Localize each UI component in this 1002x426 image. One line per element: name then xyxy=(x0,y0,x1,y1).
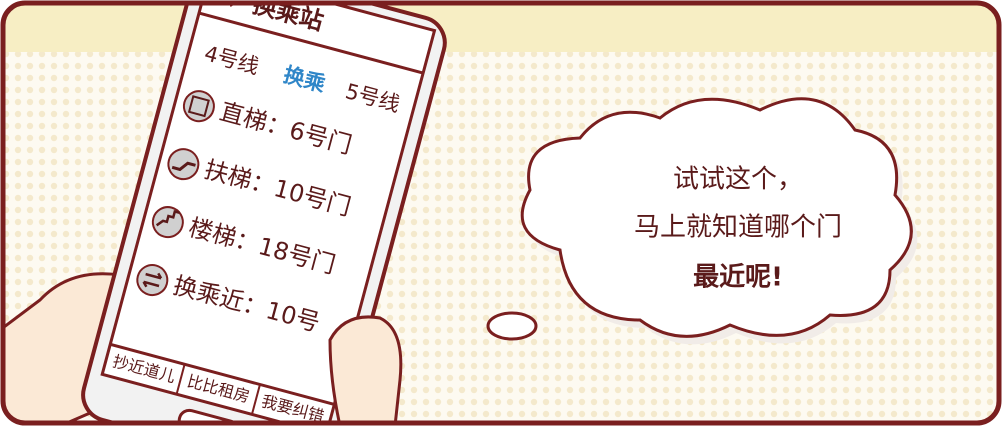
thought-bubble xyxy=(486,97,918,345)
top-band xyxy=(3,3,999,52)
bubble-text: 最近呢! xyxy=(693,263,783,293)
bubble-text: 试试这个， xyxy=(673,165,803,195)
bubble-text: 马上就知道哪个门 xyxy=(634,213,842,243)
right-hand xyxy=(328,315,403,423)
